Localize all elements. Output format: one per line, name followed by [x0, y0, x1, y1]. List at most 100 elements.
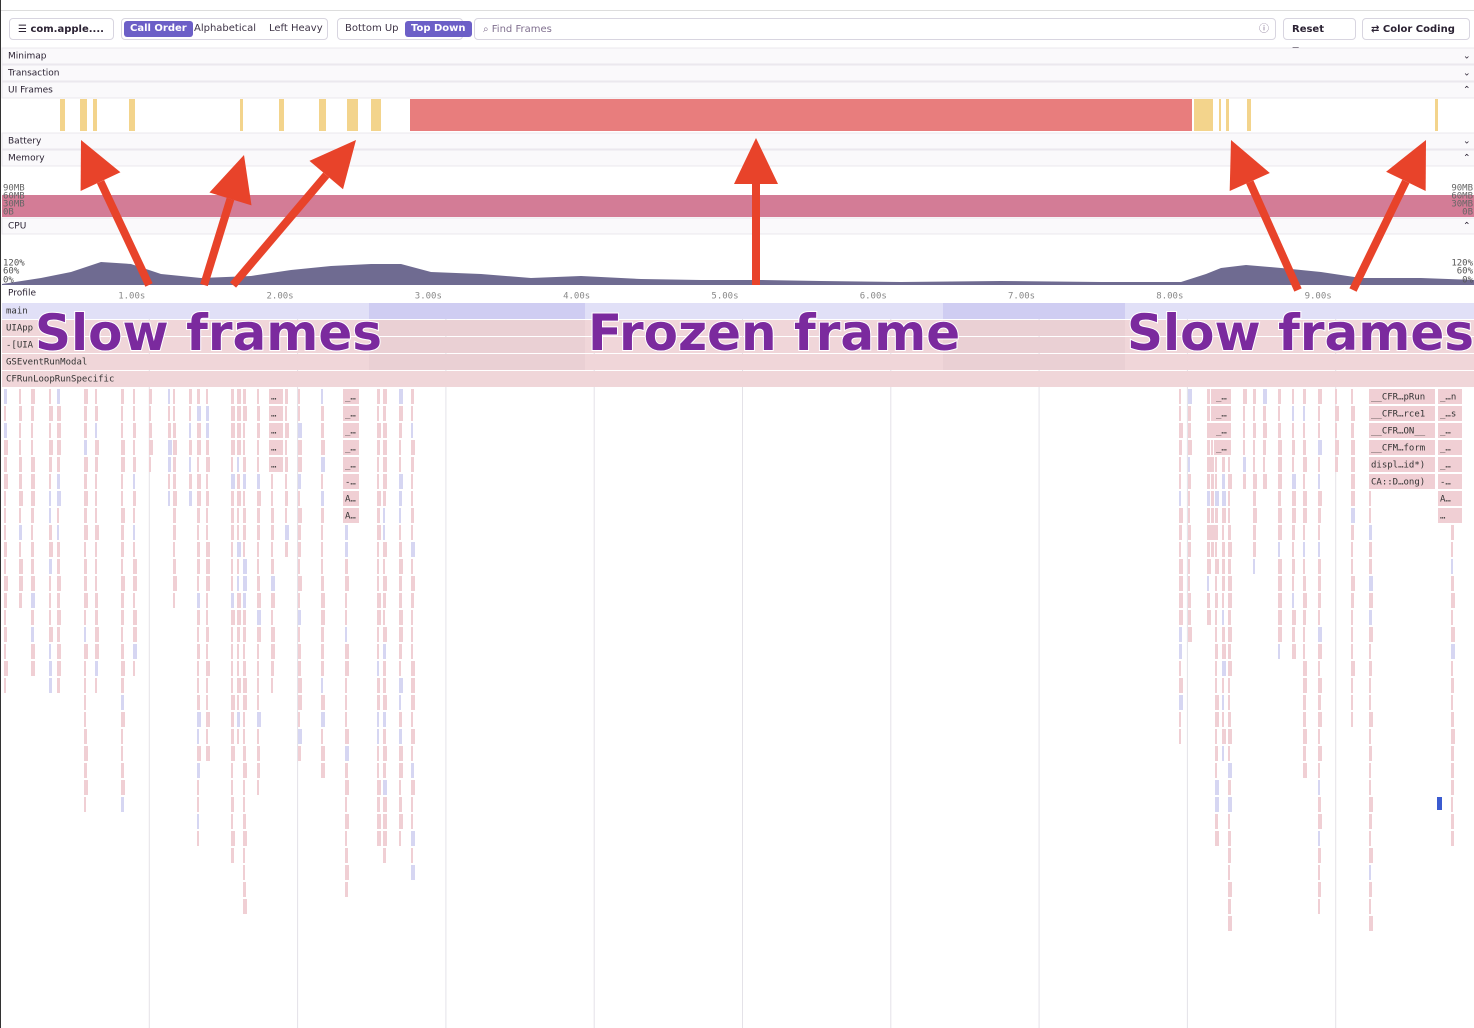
frame	[237, 695, 239, 710]
sort-option[interactable]: Left Heavy	[269, 23, 323, 34]
frame	[298, 406, 300, 421]
view-option[interactable]: Bottom Up	[345, 23, 399, 34]
frame	[1318, 559, 1321, 574]
frame	[285, 389, 288, 404]
frame	[1303, 678, 1307, 693]
frame	[411, 695, 415, 710]
frame	[4, 525, 6, 540]
arrow-head	[80, 140, 121, 191]
time-tick-label: 5.00s	[711, 292, 738, 302]
frame	[1222, 746, 1224, 761]
frame	[95, 559, 97, 574]
frame	[121, 695, 124, 710]
search-box[interactable]: ⌕ Find Frames ⓘ	[474, 18, 1276, 40]
frame	[121, 661, 125, 676]
slow-frame	[371, 99, 381, 131]
frame	[31, 610, 34, 625]
frame	[1228, 457, 1230, 472]
frame	[84, 440, 87, 455]
frame	[411, 440, 415, 455]
frame	[1253, 525, 1256, 540]
frame	[237, 729, 239, 744]
frame	[1335, 457, 1338, 472]
sort-option[interactable]: Call Order	[124, 21, 193, 37]
frame	[1369, 406, 1435, 421]
frame	[31, 644, 35, 659]
frame	[1222, 474, 1225, 489]
frame	[231, 763, 233, 778]
frame	[369, 337, 585, 353]
frame	[243, 661, 246, 676]
frame	[257, 593, 261, 608]
frame	[1263, 474, 1267, 489]
frame	[237, 423, 241, 438]
frame	[197, 797, 199, 812]
frame	[1215, 644, 1218, 659]
frame	[298, 644, 301, 659]
frame	[95, 644, 99, 659]
arrow-head	[309, 140, 356, 190]
sort-option[interactable]: Alphabetical	[194, 23, 257, 34]
frame	[343, 406, 359, 421]
frame	[1318, 712, 1322, 727]
frame	[1369, 848, 1373, 863]
frame	[285, 542, 288, 557]
frame	[1278, 406, 1280, 421]
frame	[1369, 865, 1371, 880]
memory-axis-label: 0B	[1462, 208, 1473, 218]
frame	[149, 440, 153, 455]
frame	[1263, 423, 1267, 438]
cpu-axis-label: 0%	[1462, 276, 1473, 286]
frame	[298, 712, 300, 727]
frame	[1303, 559, 1305, 574]
frame	[1451, 797, 1453, 812]
frame	[31, 474, 35, 489]
search-placeholder: Find Frames	[491, 24, 552, 35]
frame	[257, 712, 261, 727]
frame	[95, 627, 99, 642]
frame-label: _…	[1216, 427, 1227, 437]
frame	[4, 491, 6, 506]
frame	[1228, 661, 1232, 676]
frame	[243, 780, 245, 795]
frame	[206, 746, 210, 761]
frame	[377, 406, 379, 421]
frame	[237, 508, 239, 523]
frame	[411, 474, 413, 489]
frame	[1292, 644, 1296, 659]
frame	[345, 593, 347, 608]
frame	[1292, 389, 1294, 404]
frame	[1303, 474, 1305, 489]
frame	[369, 354, 585, 370]
frame	[377, 763, 379, 778]
frame	[298, 423, 302, 438]
frame	[49, 661, 52, 676]
frame	[1292, 542, 1294, 557]
frame	[1351, 423, 1354, 438]
view-option[interactable]: Top Down	[405, 21, 472, 37]
frozen-frame	[410, 99, 1192, 131]
profile-title: Profile	[8, 289, 36, 299]
frame	[411, 559, 413, 574]
frame	[31, 491, 35, 506]
frame	[206, 729, 208, 744]
frame	[399, 525, 401, 540]
slow-frame	[1226, 99, 1229, 131]
frame	[1222, 576, 1225, 591]
frame	[1438, 474, 1462, 489]
frame	[95, 491, 97, 506]
frame	[189, 406, 191, 421]
frame	[173, 423, 176, 438]
frame	[237, 491, 241, 506]
frame	[95, 525, 99, 540]
frame-label: _…	[345, 427, 356, 437]
frame	[121, 389, 124, 404]
frame	[345, 865, 349, 880]
frame	[1215, 593, 1218, 608]
frame-label: _…	[1216, 393, 1227, 403]
frame	[1278, 576, 1282, 591]
frame	[231, 627, 233, 642]
frame	[1438, 406, 1462, 421]
frame	[399, 763, 403, 778]
frame	[31, 593, 35, 608]
